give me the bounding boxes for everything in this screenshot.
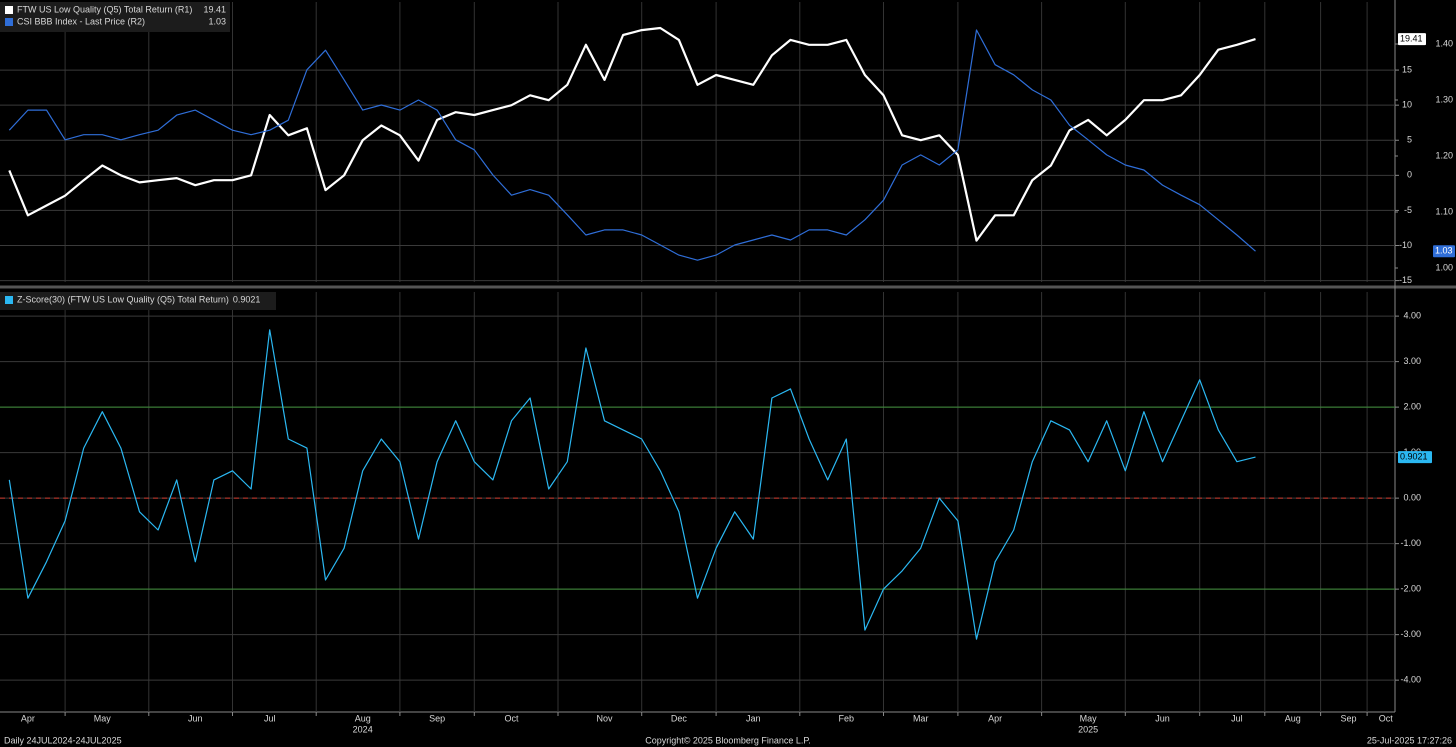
y-tick-label: 3.00	[1403, 356, 1421, 366]
x-tick-label: Aug	[1285, 713, 1301, 723]
series-line	[8, 329, 1256, 640]
footer-center: Copyright© 2025 Bloomberg Finance L.P.	[645, 735, 811, 745]
y-tick-label: -10	[1399, 240, 1412, 250]
x-tick-label: Jul	[1231, 713, 1243, 723]
y-tick-label: -15	[1399, 275, 1412, 285]
y-tick-label: 2.00	[1403, 401, 1421, 411]
value-tag	[1433, 245, 1455, 258]
y2-tick-label: 1.30	[1435, 94, 1453, 104]
legend-label: CSI BBB Index - Last Price (R2)	[17, 16, 145, 26]
value-tag	[1398, 451, 1432, 464]
legend-swatch	[5, 18, 13, 26]
series-line	[8, 29, 1256, 261]
y-tick-label: -5	[1404, 205, 1412, 215]
y2-tick-label: 1.20	[1435, 150, 1453, 160]
x-tick-label: Aug	[355, 713, 371, 723]
footer-right: 25-Jul-2025 17:27:26	[1367, 735, 1452, 745]
x-tick-label: Sep	[429, 713, 445, 723]
y-tick-label: 0	[1407, 170, 1412, 180]
y-tick-label: 5	[1407, 135, 1412, 145]
value-tag	[1398, 33, 1426, 46]
x-year-label: 2024	[353, 724, 373, 734]
legend-value: 19.41	[203, 4, 226, 14]
x-tick-label: Sep	[1340, 713, 1356, 723]
series-line	[8, 26, 1256, 242]
y-tick-label: -2.00	[1400, 584, 1421, 594]
x-tick-label: Jan	[746, 713, 761, 723]
legend-box	[0, 292, 276, 310]
legend-label: FTW US Low Quality (Q5) Total Return (R1…	[17, 4, 192, 14]
legend-box	[0, 2, 230, 32]
legend-value: 0.9021	[233, 294, 261, 304]
x-tick-label: Oct	[1379, 713, 1394, 723]
legend-label: Z-Score(30) (FTW US Low Quality (Q5) Tot…	[17, 294, 229, 304]
x-tick-label: Nov	[596, 713, 613, 723]
y2-tick-label: 1.40	[1435, 38, 1453, 48]
legend-value: 1.03	[208, 16, 226, 26]
value-tag-label: 1.03	[1435, 246, 1453, 256]
footer-left: Daily 24JUL2024-24JUL2025	[4, 735, 122, 745]
x-tick-label: Jun	[188, 713, 203, 723]
y-tick-label: -1.00	[1400, 538, 1421, 548]
x-tick-label: Mar	[913, 713, 929, 723]
value-tag-label: 19.41	[1400, 33, 1423, 43]
x-tick-label: Jun	[1155, 713, 1170, 723]
value-tag-label: 0.9021	[1400, 451, 1428, 461]
x-tick-label: Apr	[988, 713, 1002, 723]
x-tick-label: Feb	[839, 713, 855, 723]
legend-swatch	[5, 6, 13, 14]
x-tick-label: Dec	[671, 713, 688, 723]
y2-tick-label: 1.10	[1435, 206, 1453, 216]
x-tick-label: May	[1080, 713, 1098, 723]
legend-swatch	[5, 296, 13, 304]
y2-tick-label: 1.00	[1435, 262, 1453, 272]
y-tick-label: 4.00	[1403, 310, 1421, 320]
y-tick-label: -3.00	[1400, 629, 1421, 639]
x-tick-label: Oct	[504, 713, 519, 723]
x-tick-label: Jul	[264, 713, 276, 723]
y-tick-label: 15	[1402, 64, 1412, 74]
y-tick-label: 10	[1402, 100, 1412, 110]
x-tick-label: May	[94, 713, 112, 723]
x-tick-label: Apr	[21, 713, 35, 723]
y-tick-label: 0.00	[1403, 493, 1421, 503]
y-tick-label: -4.00	[1400, 675, 1421, 685]
x-year-label: 2025	[1078, 724, 1098, 734]
